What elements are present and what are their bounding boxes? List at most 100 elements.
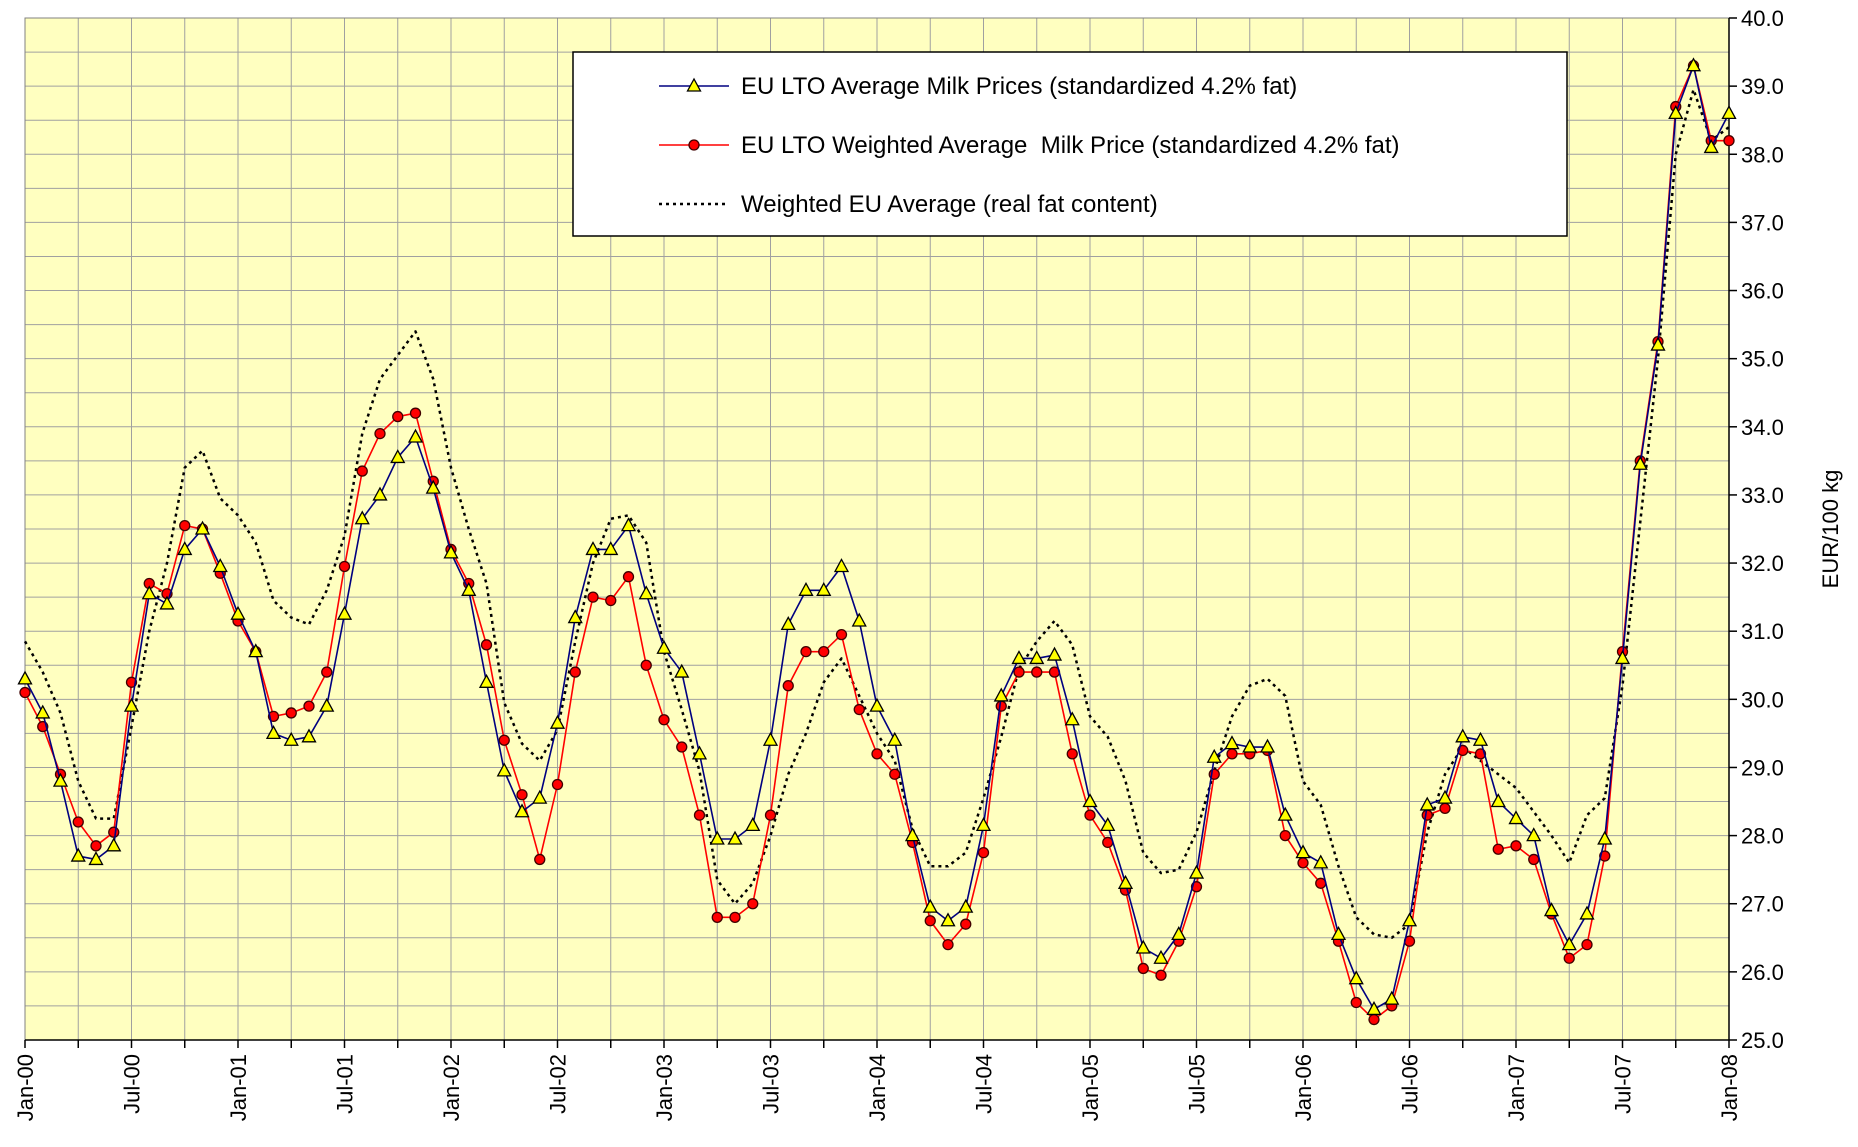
point-marker (782, 680, 794, 692)
point-marker (1528, 853, 1540, 866)
point-marker (88, 851, 104, 866)
point-marker (1171, 926, 1187, 941)
point-marker (1082, 793, 1098, 808)
point-marker (727, 830, 743, 845)
point-marker (1597, 830, 1613, 845)
point-marker (1401, 912, 1418, 927)
point-marker (1421, 809, 1433, 821)
point-marker (922, 898, 938, 913)
point-marker (729, 911, 741, 924)
point-marker (686, 77, 702, 92)
point-marker (833, 558, 850, 573)
point-marker (17, 670, 33, 685)
point-marker (478, 673, 495, 688)
x-tick-label: Jan-08 (1717, 1054, 1742, 1121)
legend-box (572, 51, 1568, 237)
y-tick-label: 31.0 (1741, 619, 1784, 644)
point-marker (605, 594, 617, 607)
point-marker (691, 745, 708, 760)
point-marker (1259, 738, 1276, 753)
point-marker (1723, 134, 1735, 147)
point-marker (354, 510, 370, 525)
point-marker (1561, 936, 1577, 951)
point-marker (1614, 650, 1631, 665)
point-marker (443, 544, 459, 559)
point-marker (887, 731, 903, 746)
x-tick-label: Jul-00 (120, 1054, 145, 1114)
y-tick-label: 29.0 (1741, 755, 1784, 780)
point-marker (853, 703, 865, 716)
point-marker (1031, 666, 1043, 678)
point-marker (869, 697, 885, 712)
x-tick-label: Jan-00 (13, 1054, 38, 1121)
point-marker (1508, 810, 1524, 825)
point-marker (532, 789, 548, 804)
point-marker (1206, 748, 1222, 763)
point-marker (212, 558, 228, 573)
point-marker (551, 778, 564, 791)
point-marker (764, 809, 777, 821)
point-marker (1226, 748, 1238, 760)
y-tick-label: 25.0 (1741, 1028, 1784, 1053)
x-tick-label: Jan-01 (226, 1054, 251, 1121)
point-marker (1490, 793, 1506, 808)
point-marker (676, 741, 688, 753)
point-marker (1581, 938, 1593, 951)
point-marker (1348, 970, 1364, 985)
point-marker (461, 581, 477, 596)
x-tick-label: Jul-06 (1398, 1054, 1423, 1114)
point-marker (1135, 939, 1151, 954)
point-marker (620, 517, 637, 532)
point-marker (940, 912, 956, 927)
point-marker (265, 725, 282, 740)
point-marker (1419, 796, 1435, 811)
point-marker (851, 612, 867, 627)
x-tick-label: Jul-07 (1611, 1054, 1636, 1114)
point-marker (498, 734, 510, 746)
point-marker (141, 585, 157, 600)
point-marker (1368, 1013, 1380, 1026)
point-marker (392, 410, 404, 423)
point-marker (1721, 105, 1737, 120)
point-marker (1650, 336, 1666, 351)
point-marker (374, 427, 386, 440)
point-marker (1330, 926, 1347, 941)
y-tick-label: 28.0 (1741, 824, 1784, 849)
point-marker (407, 428, 424, 443)
point-marker (1579, 905, 1595, 920)
point-marker (977, 846, 990, 859)
point-marker (780, 616, 796, 631)
point-marker (1224, 735, 1240, 750)
point-marker (871, 748, 883, 760)
point-marker (1350, 996, 1362, 1009)
point-marker (889, 768, 901, 780)
point-marker (693, 809, 706, 821)
point-marker (230, 605, 246, 620)
y-tick-label: 34.0 (1741, 415, 1784, 440)
point-marker (569, 666, 581, 678)
point-marker (1439, 802, 1451, 814)
x-tick-label: Jul-02 (546, 1054, 571, 1114)
point-marker (1029, 650, 1045, 665)
point-marker (587, 591, 599, 603)
point-marker (72, 816, 84, 828)
legend-label: Weighted EU Average (real fat content) (741, 191, 1158, 218)
point-marker (762, 731, 779, 746)
x-tick-label: Jul-03 (759, 1054, 784, 1114)
x-tick-label: Jan-07 (1504, 1054, 1529, 1121)
point-marker (179, 519, 191, 532)
point-marker (638, 585, 654, 600)
x-tick-label: Jul-04 (972, 1054, 997, 1114)
point-marker (1188, 864, 1205, 879)
point-marker (1137, 962, 1149, 975)
point-marker (1492, 843, 1504, 855)
point-marker (52, 772, 69, 787)
point-marker (1297, 857, 1309, 869)
point-marker (1599, 850, 1611, 862)
point-marker (1510, 840, 1522, 852)
point-marker (123, 697, 140, 712)
y-tick-label: 37.0 (1741, 210, 1784, 235)
x-tick-label: Jul-01 (333, 1054, 358, 1114)
point-marker (356, 465, 368, 477)
point-marker (409, 407, 422, 419)
